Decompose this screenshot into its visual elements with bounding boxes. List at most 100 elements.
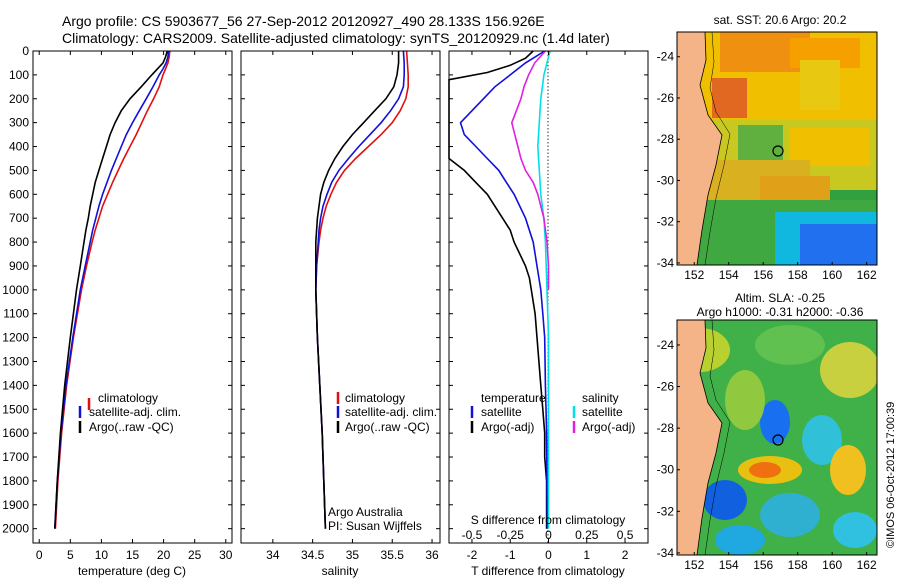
title-line-2: Climatology: CARS2009. Satellite-adjuste… bbox=[62, 30, 610, 46]
lon-tick-label: 158 bbox=[788, 268, 808, 282]
top-tick-label: 0 bbox=[545, 528, 552, 542]
legend-s-argo: Argo(-adj) bbox=[582, 420, 635, 434]
x-tick-label: 5 bbox=[67, 548, 74, 562]
temperature-lines bbox=[54, 50, 171, 529]
lat-tick-label: -26 bbox=[657, 91, 675, 105]
lat-tick-label: -26 bbox=[657, 380, 675, 394]
depth-tick-label: 200 bbox=[9, 92, 29, 106]
sst-lat-axis: -24 -26 -28 -30 -32 -34 bbox=[657, 50, 680, 270]
salinity-x-axis: 34 34.5 35 35.5 36 bbox=[266, 51, 439, 562]
legend-climatology: climatology bbox=[345, 391, 405, 405]
legend-temperature-heading: temperature bbox=[481, 391, 546, 405]
argo-location-marker bbox=[772, 434, 784, 446]
sla-map: Altim. SLA: -0.25 Argo h1000: -0.31 h200… bbox=[657, 291, 878, 572]
x-tick-label: 36 bbox=[425, 548, 439, 562]
legend-satellite: satellite-adj. clim. bbox=[345, 405, 437, 419]
salinity-legend: climatology satellite-adj. clim. Argo(..… bbox=[336, 391, 437, 434]
lat-tick-label: -34 bbox=[657, 256, 675, 270]
series-line-satellite bbox=[54, 50, 170, 529]
depth-tick-label: 1200 bbox=[2, 331, 29, 345]
pi-label: PI: Susan Wijffels bbox=[328, 519, 422, 533]
sst-map-title: sat. SST: 20.6 Argo: 20.2 bbox=[714, 13, 847, 27]
x-tick-label: -2 bbox=[467, 548, 478, 562]
difference-lines bbox=[448, 50, 551, 529]
temperature-legend: climatology satellite-adj. clim. Argo(..… bbox=[78, 391, 181, 434]
depth-tick-label: 700 bbox=[9, 211, 29, 225]
legend-argo: Argo(..raw -QC) bbox=[89, 420, 174, 434]
argo-australia-label: Argo Australia bbox=[328, 505, 403, 519]
depth-tick-label: 1700 bbox=[2, 450, 29, 464]
depth-tick-label: 600 bbox=[9, 187, 29, 201]
depth-tick-label: 100 bbox=[9, 68, 29, 82]
x-tick-label: 34 bbox=[266, 548, 280, 562]
series-line-climatology bbox=[314, 50, 410, 529]
depth-tick-label: 2000 bbox=[2, 522, 29, 536]
depth-tick-label: 300 bbox=[9, 116, 29, 130]
t-difference-label: T difference from climatology bbox=[471, 564, 625, 578]
lat-tick-label: -32 bbox=[657, 215, 675, 229]
lon-tick-label: 162 bbox=[857, 558, 877, 572]
lat-tick-label: -30 bbox=[657, 463, 675, 477]
sla-map-title-1: Altim. SLA: -0.25 bbox=[735, 291, 825, 305]
lon-tick-label: 158 bbox=[788, 558, 808, 572]
lon-tick-label: 156 bbox=[753, 558, 773, 572]
salinity-xlabel: salinity bbox=[322, 564, 359, 578]
lon-tick-label: 156 bbox=[753, 268, 773, 282]
difference-panel: -2 -1 0 1 2 -0.5 -0.25 0 0.25 0.5 S difference f… bbox=[448, 50, 649, 578]
sla-lat-axis: -24 -26 -28 -30 -32 -34 bbox=[657, 338, 680, 560]
lon-tick-label: 154 bbox=[719, 268, 739, 282]
sla-map-title-2: Argo h1000: -0.31 h2000: -0.36 bbox=[697, 305, 864, 319]
depth-tick-label: 1500 bbox=[2, 402, 29, 416]
temperature-axes-frame bbox=[32, 50, 233, 544]
difference-legend: temperature satellite Argo(-adj) salinit… bbox=[470, 391, 635, 434]
legend-argo: Argo(..raw -QC) bbox=[345, 420, 430, 434]
depth-axis: 0 100 200 300 400 500 600 700 800 900 1000 1100 1200… bbox=[2, 44, 232, 536]
land bbox=[677, 320, 722, 555]
lat-tick-label: -30 bbox=[657, 173, 675, 187]
x-tick-label: 1 bbox=[583, 548, 590, 562]
series-line-satellite bbox=[459, 50, 549, 529]
x-tick-label: 25 bbox=[188, 548, 202, 562]
series-line-climatology bbox=[54, 50, 171, 529]
series-line-salinity_argo bbox=[510, 50, 550, 290]
lat-tick-label: -28 bbox=[657, 421, 675, 435]
depth-tick-label: 1300 bbox=[2, 354, 29, 368]
legend-satellite: satellite-adj. clim. bbox=[89, 405, 181, 419]
x-tick-label: 0 bbox=[36, 548, 43, 562]
sla-map-field bbox=[677, 320, 877, 555]
legend-climatology: climatology bbox=[98, 391, 158, 405]
x-tick-label: 2 bbox=[622, 548, 629, 562]
x-tick-label: 20 bbox=[157, 548, 171, 562]
lat-tick-label: -28 bbox=[657, 132, 675, 146]
salinity-axes-frame bbox=[240, 50, 441, 544]
salinity-difference-axis: -0.5 -0.25 0 0.25 0.5 bbox=[462, 528, 634, 542]
s-difference-label: S difference from climatology bbox=[471, 513, 626, 527]
legend-t-argo: Argo(-adj) bbox=[481, 420, 534, 434]
depth-tick-label: 800 bbox=[9, 235, 29, 249]
x-tick-label: 15 bbox=[126, 548, 140, 562]
sst-map-field bbox=[677, 32, 877, 265]
x-tick-label: 34.5 bbox=[301, 548, 325, 562]
series-line-salinity_satellite bbox=[536, 50, 551, 529]
depth-tick-label: 500 bbox=[9, 163, 29, 177]
series-line-argo bbox=[448, 50, 548, 529]
series-line-satellite bbox=[314, 50, 406, 529]
depth-tick-label: 1800 bbox=[2, 474, 29, 488]
depth-tick-label: 1100 bbox=[3, 307, 29, 321]
lon-tick-label: 152 bbox=[684, 268, 704, 282]
difference-x-axis: -2 -1 0 1 2 bbox=[467, 51, 629, 562]
top-tick-label: -0.5 bbox=[462, 528, 483, 542]
lon-tick-label: 160 bbox=[822, 558, 842, 572]
top-tick-label: 0.5 bbox=[617, 528, 634, 542]
top-tick-label: 0.25 bbox=[575, 528, 599, 542]
temperature-x-axis: 0 5 10 15 20 25 30 bbox=[36, 51, 233, 562]
temperature-xlabel: temperature (deg C) bbox=[78, 564, 186, 578]
lon-tick-label: 162 bbox=[857, 268, 877, 282]
depth-tick-label: 1400 bbox=[2, 378, 29, 392]
top-tick-label: -0.25 bbox=[497, 528, 525, 542]
sla-lon-axis: 152 154 156 158 160 162 bbox=[684, 552, 877, 572]
x-tick-label: 0 bbox=[545, 548, 552, 562]
sst-lon-axis: 152 154 156 158 160 162 bbox=[684, 262, 877, 282]
salinity-depth-ticks bbox=[241, 50, 440, 530]
legend-s-satellite: satellite bbox=[582, 405, 623, 419]
